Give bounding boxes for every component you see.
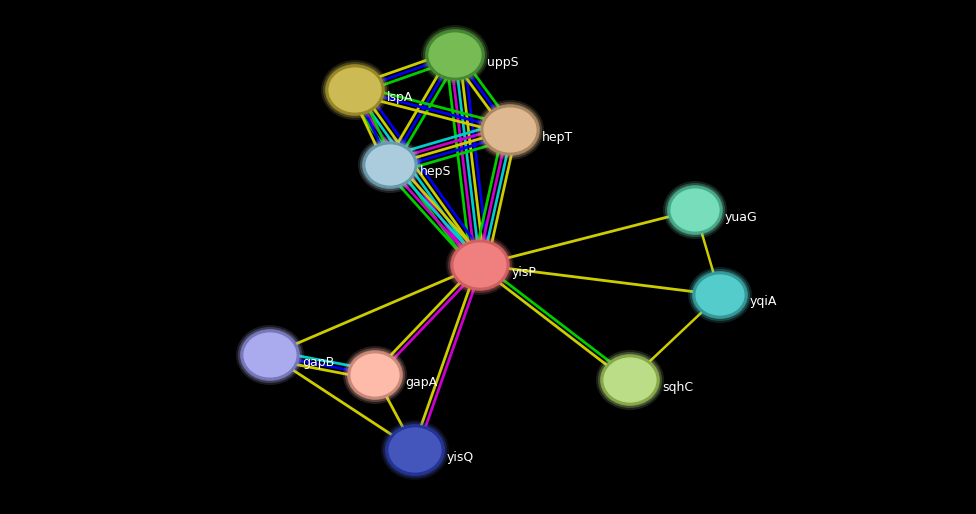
Text: gapB: gapB xyxy=(302,356,334,370)
Ellipse shape xyxy=(236,325,304,385)
Text: lspA: lspA xyxy=(387,91,414,104)
Text: hepT: hepT xyxy=(542,132,573,144)
Ellipse shape xyxy=(663,181,727,239)
Ellipse shape xyxy=(385,424,445,476)
Ellipse shape xyxy=(358,137,422,193)
Ellipse shape xyxy=(427,31,483,79)
Ellipse shape xyxy=(364,143,416,187)
Text: yisP: yisP xyxy=(512,266,537,280)
Ellipse shape xyxy=(387,426,443,474)
Text: sqhC: sqhC xyxy=(662,381,693,394)
Ellipse shape xyxy=(383,422,447,478)
Ellipse shape xyxy=(242,331,298,379)
Ellipse shape xyxy=(423,27,487,83)
Text: yuaG: yuaG xyxy=(725,211,757,224)
Ellipse shape xyxy=(480,104,540,156)
Ellipse shape xyxy=(321,60,389,120)
Ellipse shape xyxy=(478,102,542,158)
Ellipse shape xyxy=(360,139,420,191)
Ellipse shape xyxy=(596,350,664,410)
Ellipse shape xyxy=(667,185,723,235)
Text: uppS: uppS xyxy=(487,57,518,69)
Ellipse shape xyxy=(602,356,658,404)
Ellipse shape xyxy=(448,237,512,293)
Ellipse shape xyxy=(421,25,489,85)
Ellipse shape xyxy=(450,239,510,291)
Ellipse shape xyxy=(688,267,752,323)
Ellipse shape xyxy=(665,183,725,237)
Ellipse shape xyxy=(600,354,660,406)
Ellipse shape xyxy=(694,273,746,317)
Ellipse shape xyxy=(476,100,544,160)
Ellipse shape xyxy=(669,187,721,233)
Ellipse shape xyxy=(238,327,302,383)
Ellipse shape xyxy=(690,269,750,321)
Ellipse shape xyxy=(446,235,514,295)
Text: yqiA: yqiA xyxy=(750,295,777,308)
Ellipse shape xyxy=(323,62,387,118)
Text: hepS: hepS xyxy=(420,165,452,178)
Ellipse shape xyxy=(343,346,407,404)
Text: yisQ: yisQ xyxy=(447,451,474,465)
Ellipse shape xyxy=(598,352,662,408)
Ellipse shape xyxy=(381,420,449,480)
Ellipse shape xyxy=(327,66,383,114)
Ellipse shape xyxy=(325,64,385,116)
Ellipse shape xyxy=(345,348,405,402)
Ellipse shape xyxy=(362,141,418,189)
Ellipse shape xyxy=(347,350,403,400)
Ellipse shape xyxy=(425,29,485,81)
Ellipse shape xyxy=(692,271,748,319)
Ellipse shape xyxy=(452,241,508,289)
Ellipse shape xyxy=(482,106,538,154)
Ellipse shape xyxy=(240,329,300,381)
Ellipse shape xyxy=(349,352,401,398)
Text: gapA: gapA xyxy=(405,376,437,389)
